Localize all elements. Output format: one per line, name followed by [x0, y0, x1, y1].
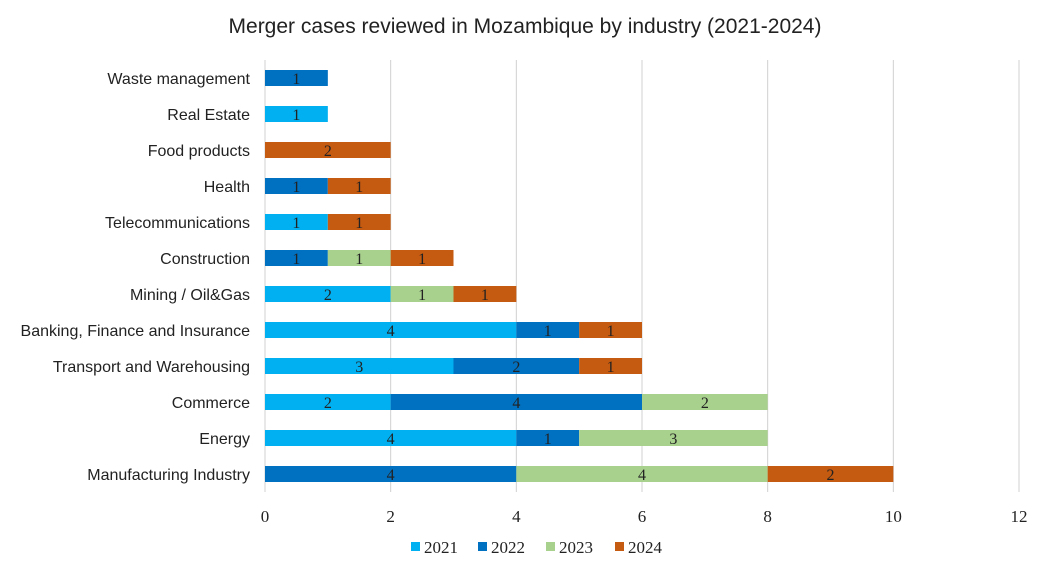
bar-segment	[579, 322, 642, 338]
data-label: 1	[292, 251, 300, 268]
legend: 2021 2022 2023 2024	[411, 538, 663, 557]
bar-segment	[265, 70, 328, 86]
data-label: 1	[607, 323, 615, 340]
category-label: Banking, Finance and Insurance	[21, 323, 251, 340]
data-label: 3	[669, 431, 677, 448]
category-label: Commerce	[172, 395, 250, 412]
bar-segment	[265, 394, 391, 410]
x-tick-label: 8	[763, 507, 772, 526]
bar-segment	[390, 286, 454, 302]
category-label: Waste management	[107, 71, 250, 88]
bar-segment	[453, 286, 517, 302]
bar-segment	[265, 286, 391, 302]
data-label: 1	[355, 251, 363, 268]
bar-segment	[767, 466, 894, 482]
x-tick-label: 6	[638, 507, 647, 526]
category-label: Telecommunications	[105, 215, 250, 232]
bar-segment	[390, 394, 642, 410]
data-label: 1	[292, 107, 300, 124]
bar-segment	[265, 142, 391, 158]
x-tick-label: 2	[386, 507, 395, 526]
data-label: 2	[324, 143, 332, 160]
bar-segment	[265, 214, 328, 230]
data-label: 1	[418, 287, 426, 304]
gridlines	[264, 60, 1020, 492]
bar-segment	[265, 178, 328, 194]
legend-swatch	[615, 542, 624, 551]
data-label: 4	[638, 467, 646, 484]
data-label: 1	[607, 359, 615, 376]
data-label: 3	[355, 359, 363, 376]
category-label: Transport and Warehousing	[53, 359, 250, 376]
bar-segment	[265, 106, 328, 122]
legend-label: 2022	[491, 538, 525, 557]
bar-segment	[516, 430, 580, 446]
x-tick-label: 10	[885, 507, 902, 526]
data-label: 1	[292, 179, 300, 196]
chart-title: Merger cases reviewed in Mozambique by i…	[229, 15, 822, 38]
data-label: 4	[387, 323, 395, 340]
data-label: 1	[292, 215, 300, 232]
data-label: 2	[512, 359, 520, 376]
data-label: 2	[324, 287, 332, 304]
bar-segment	[516, 466, 768, 482]
category-label: Energy	[199, 431, 250, 448]
data-label: 1	[544, 431, 552, 448]
bars: 1 1 2 1 1 1 1 1 1 1 2 1 1 4 1 1 3 2 1 2 4 2 4 1 3 4 4 2	[265, 70, 894, 484]
x-tick-label: 0	[261, 507, 270, 526]
x-axis-ticks: 0 2 4 6 8 10 12	[261, 507, 1028, 526]
x-tick-label: 12	[1011, 507, 1028, 526]
bar-segment	[327, 214, 391, 230]
legend-label: 2024	[628, 538, 663, 557]
bar-segment	[327, 250, 391, 266]
data-label: 1	[355, 179, 363, 196]
bar-segment	[265, 466, 517, 482]
x-tick-label: 4	[512, 507, 521, 526]
legend-label: 2023	[559, 538, 593, 557]
data-label: 4	[387, 431, 395, 448]
bar-segment	[642, 394, 768, 410]
bar-segment	[327, 178, 391, 194]
category-label: Mining / Oil&Gas	[130, 287, 250, 304]
data-label: 2	[324, 395, 332, 412]
category-label: Food products	[148, 143, 250, 160]
data-label: 1	[418, 251, 426, 268]
category-label: Health	[204, 179, 250, 196]
bar-segment	[265, 358, 454, 374]
data-label: 1	[481, 287, 489, 304]
category-labels: Waste management Real Estate Food products…	[21, 71, 251, 484]
data-label: 1	[292, 71, 300, 88]
category-label: Manufacturing Industry	[87, 467, 250, 484]
bar-segment	[516, 322, 580, 338]
bar-segment	[265, 322, 517, 338]
data-label: 1	[544, 323, 552, 340]
bar-segment	[579, 430, 768, 446]
data-label: 4	[512, 395, 520, 412]
legend-swatch	[411, 542, 420, 551]
legend-swatch	[546, 542, 555, 551]
data-label: 2	[827, 467, 835, 484]
category-label: Real Estate	[167, 107, 250, 124]
legend-swatch	[478, 542, 487, 551]
bar-segment	[265, 430, 517, 446]
category-label: Construction	[160, 251, 250, 268]
bar-segment	[453, 358, 580, 374]
data-label: 4	[387, 467, 395, 484]
bar-segment	[265, 250, 328, 266]
legend-label: 2021	[424, 538, 458, 557]
data-label: 2	[701, 395, 709, 412]
data-label: 1	[355, 215, 363, 232]
bar-segment	[579, 358, 642, 374]
bar-segment	[390, 250, 454, 266]
